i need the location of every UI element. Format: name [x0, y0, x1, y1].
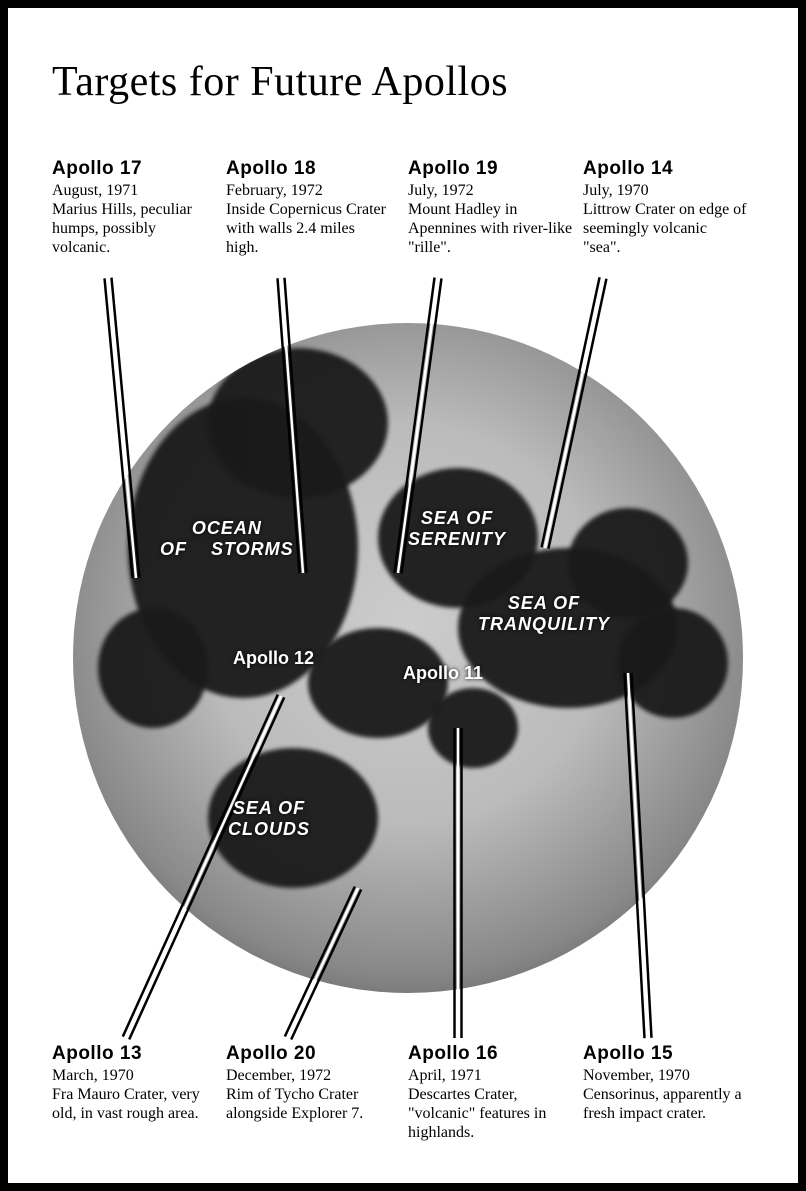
apollo-13-name: Apollo 13 [52, 1043, 217, 1065]
mare-blob [428, 688, 518, 768]
apollo-19-name: Apollo 19 [408, 158, 573, 180]
apollo-20-desc: Rim of Tycho Crater alongside Explorer 7… [226, 1086, 391, 1124]
apollo-17-desc: Marius Hills, peculiar humps, possibly v… [52, 201, 217, 258]
apollo-20-name: Apollo 20 [226, 1043, 391, 1065]
apollo-16-callout: Apollo 16 April, 1971Descartes Crater, "v… [408, 1043, 573, 1143]
apollo-12-site-label: Apollo 12 [233, 648, 314, 669]
apollo-14-callout: Apollo 14 July, 1970Littrow Crater on edg… [583, 158, 748, 258]
mare-blob [618, 608, 728, 718]
apollo-targets-figure: Targets for Future Apollos OCEAN OF STOR… [0, 0, 806, 1191]
apollo-16-name: Apollo 16 [408, 1043, 573, 1065]
apollo-14-date: July, 1970 [583, 182, 748, 201]
apollo-13-callout: Apollo 13 March, 1970Fra Mauro Crater, ve… [52, 1043, 217, 1124]
sea-of-tranquility-label: SEA OF TRANQUILITY [478, 593, 610, 634]
ocean-of-storms-label: OCEAN OF STORMS [160, 518, 294, 559]
apollo-15-name: Apollo 15 [583, 1043, 748, 1065]
apollo-18-callout: Apollo 18 February, 1972Inside Copernicus… [226, 158, 391, 258]
apollo-15-date: November, 1970 [583, 1067, 748, 1086]
apollo-20-callout: Apollo 20 December, 1972Rim of Tycho Crat… [226, 1043, 391, 1124]
apollo-18-desc: Inside Copernicus Crater with walls 2.4 … [226, 201, 391, 258]
page-title: Targets for Future Apollos [52, 58, 508, 106]
apollo-17-date: August, 1971 [52, 182, 217, 201]
apollo-18-name: Apollo 18 [226, 158, 391, 180]
apollo-19-callout: Apollo 19 July, 1972Mount Hadley in Apenn… [408, 158, 573, 258]
apollo-17-name: Apollo 17 [52, 158, 217, 180]
apollo-16-desc: Descartes Crater, "volcanic" features in… [408, 1086, 573, 1143]
apollo-15-desc: Censorinus, appar­ently a fresh impact c… [583, 1086, 748, 1124]
apollo-14-desc: Littrow Crater on edge of seemingly volc… [583, 201, 748, 258]
apollo-18-date: February, 1972 [226, 182, 391, 201]
sea-of-serenity-label: SEA OF SERENITY [408, 508, 506, 549]
apollo-19-date: July, 1972 [408, 182, 573, 201]
apollo-20-date: December, 1972 [226, 1067, 391, 1086]
mare-blob [208, 348, 388, 498]
sea-of-clouds-label: SEA OF CLOUDS [228, 798, 310, 839]
moon-disc [73, 323, 743, 993]
apollo-11-site-label: Apollo 11 [403, 663, 483, 684]
apollo-15-callout: Apollo 15 November, 1970Censorinus, appar… [583, 1043, 748, 1124]
apollo-19-desc: Mount Hadley in Apennines with river-lik… [408, 201, 573, 258]
apollo-13-desc: Fra Mauro Crater, very old, in vast roug… [52, 1086, 217, 1124]
apollo-16-date: April, 1971 [408, 1067, 573, 1086]
apollo-13-date: March, 1970 [52, 1067, 217, 1086]
mare-blob [98, 608, 208, 728]
apollo-14-name: Apollo 14 [583, 158, 748, 180]
apollo-17-callout: Apollo 17 August, 1971Marius Hills, pecul… [52, 158, 217, 258]
